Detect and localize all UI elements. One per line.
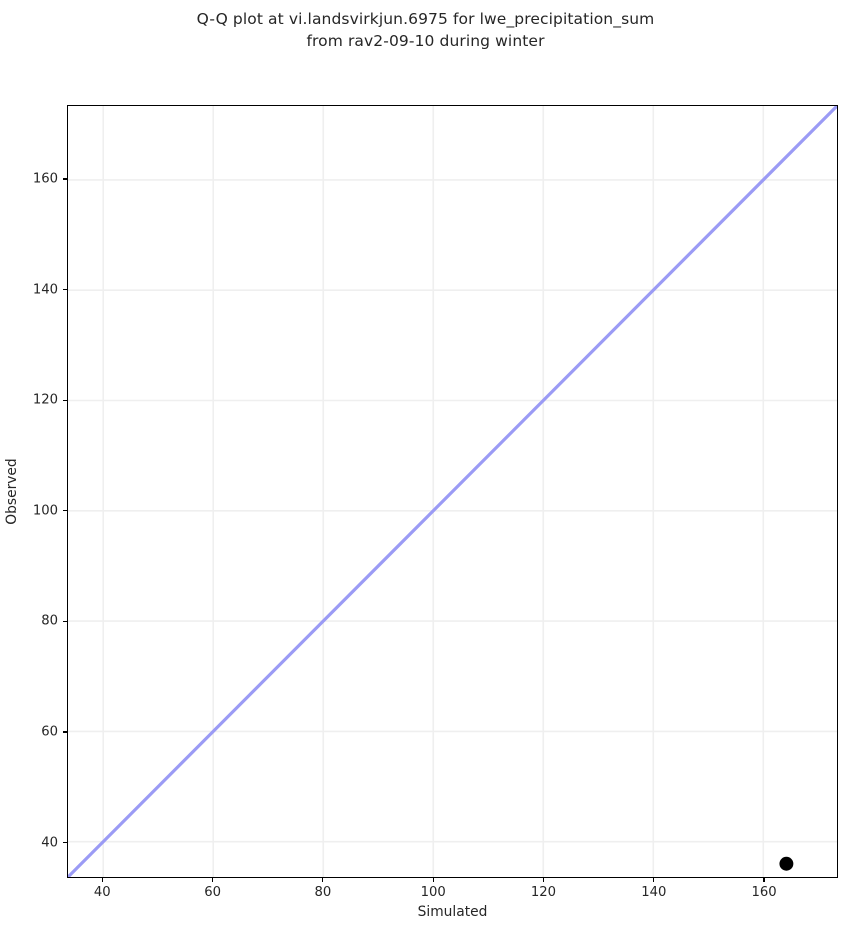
x-tick-mark bbox=[432, 878, 434, 883]
x-tick-mark bbox=[101, 878, 103, 883]
y-tick-label: 100 bbox=[32, 503, 58, 519]
y-tick-label: 160 bbox=[32, 171, 58, 187]
x-axis-tick-labels: 40 60 80 100 120 140 160 bbox=[67, 885, 838, 907]
data-point bbox=[779, 856, 794, 871]
y-tick-mark bbox=[62, 731, 67, 733]
y-tick-label: 120 bbox=[32, 392, 58, 408]
chart-title: Q-Q plot at vi.landsvirkjun.6975 for lwe… bbox=[196, 10, 655, 50]
gridlines-group bbox=[68, 106, 837, 877]
y-tick-mark bbox=[62, 399, 67, 401]
x-tick-mark bbox=[322, 878, 324, 883]
y-axis-tick-labels: 40 60 80 100 120 140 160 bbox=[0, 105, 58, 878]
y-axis-label: Observed bbox=[4, 458, 20, 525]
x-tick-mark bbox=[763, 878, 765, 883]
plot-canvas bbox=[68, 106, 837, 877]
y-tick-mark bbox=[62, 289, 67, 291]
y-tick-label: 140 bbox=[32, 282, 58, 298]
x-axis-tickmarks bbox=[67, 878, 838, 883]
x-tick-label: 100 bbox=[420, 885, 446, 900]
y-axis-tickmarks bbox=[62, 105, 67, 878]
y-tick-mark bbox=[62, 178, 67, 180]
x-tick-label: 160 bbox=[751, 885, 777, 900]
reference-line-group bbox=[68, 106, 837, 877]
y-tick-label: 80 bbox=[41, 613, 58, 629]
x-axis-label: Simulated bbox=[417, 904, 488, 920]
y-tick-label: 40 bbox=[41, 835, 58, 851]
plot-area bbox=[67, 105, 838, 878]
x-tick-label: 120 bbox=[530, 885, 557, 900]
y-tick-mark bbox=[62, 842, 67, 844]
x-tick-mark bbox=[211, 878, 214, 883]
data-points-group bbox=[779, 856, 794, 871]
x-tick-mark bbox=[542, 878, 545, 883]
reference-line bbox=[68, 106, 837, 877]
x-tick-label: 60 bbox=[204, 885, 221, 900]
y-tick-mark bbox=[62, 620, 67, 623]
x-tick-label: 40 bbox=[93, 885, 111, 900]
x-tick-label: 80 bbox=[314, 885, 332, 900]
x-tick-label: 140 bbox=[641, 885, 667, 900]
x-tick-mark bbox=[653, 878, 655, 883]
y-tick-mark bbox=[62, 510, 67, 512]
y-tick-label: 60 bbox=[41, 724, 58, 740]
